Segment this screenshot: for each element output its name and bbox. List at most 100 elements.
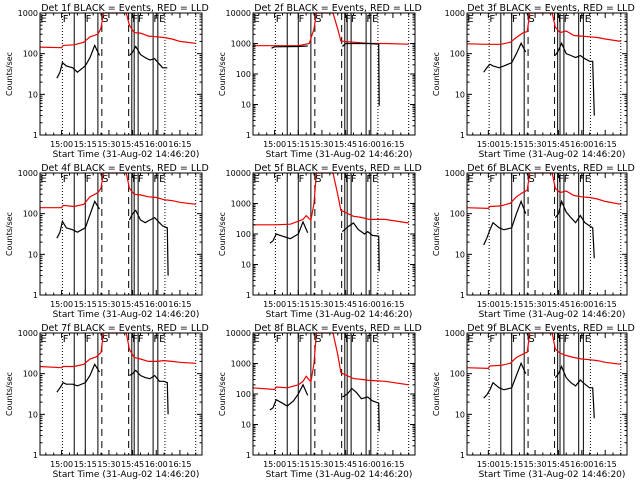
event-letter: F (299, 174, 305, 185)
x-tick-label: 15:45 (334, 140, 357, 149)
x-axis-label: Start Time (31-Aug-02 14:46:20) (266, 150, 413, 160)
event-letter: FE (579, 174, 591, 185)
x-tick-label: 15:15 (74, 140, 97, 149)
x-tick-label: 16:00 (358, 300, 381, 309)
event-letter: FE (153, 14, 165, 25)
x-tick-label: 16:15 (381, 140, 404, 149)
event-letter: S (102, 334, 108, 345)
y-tick-label: 1000 (445, 329, 465, 338)
y-tick-label: 10 (455, 410, 465, 419)
event-letter: E (253, 14, 259, 25)
x-tick-label: 15:45 (334, 300, 357, 309)
y-tick-label: 1 (460, 131, 465, 140)
events-series (56, 200, 169, 276)
y-tick-label: 100 (236, 70, 251, 79)
y-tick-label: 1000 (445, 9, 465, 18)
event-letter: F (299, 14, 305, 25)
events-series (483, 41, 595, 116)
y-tick-label: 10000 (226, 169, 251, 178)
x-tick-label: 16:15 (381, 300, 404, 309)
event-letter: FE (579, 14, 591, 25)
event-letter: FF (345, 174, 357, 185)
y-tick-label: 100 (236, 390, 251, 399)
y-tick-label: 10000 (226, 9, 251, 18)
event-letter: F (489, 14, 495, 25)
event-letter: FF (558, 14, 570, 25)
y-tick-label: 10 (28, 90, 38, 99)
event-letter: E (467, 14, 473, 25)
x-tick-label: 15:00 (50, 140, 73, 149)
y-tick-label: 1000 (231, 360, 251, 369)
x-tick-label: 15:15 (287, 140, 310, 149)
events-series (269, 383, 380, 432)
event-letter: FF (132, 334, 144, 345)
event-letter: S (102, 174, 108, 185)
event-letter: F (86, 334, 92, 345)
x-tick-label: 15:30 (310, 140, 333, 149)
x-tick-label: 15:30 (310, 300, 333, 309)
event-letter: F (299, 334, 305, 345)
y-axis-label: Counts/sec (218, 52, 227, 96)
y-tick-label: 1 (246, 131, 251, 140)
event-letter: S (102, 14, 108, 25)
event-letter: FF (345, 334, 357, 345)
panel-title: Det 2f BLACK = Events, RED = LLD (254, 3, 422, 14)
x-tick-label: 15:15 (74, 300, 97, 309)
axes-frame (252, 332, 416, 456)
x-tick-label: 15:30 (97, 140, 120, 149)
panel-title: Det 1f BLACK = Events, RED = LLD (41, 3, 209, 14)
x-tick-label: 15:30 (524, 300, 547, 309)
y-tick-label: 1000 (18, 329, 38, 338)
x-tick-label: 15:00 (50, 460, 73, 469)
event-letter: E (253, 334, 259, 345)
x-axis-label: Start Time (31-Aug-02 14:46:20) (53, 470, 200, 480)
x-tick-label: 16:00 (570, 460, 593, 469)
lld-series (466, 12, 621, 45)
x-tick-label: 15:15 (287, 300, 310, 309)
axes-frame (466, 332, 628, 456)
y-axis-label: Counts/sec (218, 212, 227, 256)
y-tick-label: 1 (460, 291, 465, 300)
y-tick-label: 100 (23, 50, 38, 59)
y-tick-label: 100 (450, 50, 465, 59)
event-letter: F (276, 14, 282, 25)
events-series (269, 220, 380, 272)
x-tick-label: 16:15 (594, 460, 617, 469)
event-letter: FF (558, 174, 570, 185)
panel-title: Det 9f BLACK = Events, RED = LLD (467, 323, 635, 334)
x-tick-label: 15:00 (50, 300, 73, 309)
event-letter: F (489, 174, 495, 185)
event-letter: FE (153, 174, 165, 185)
x-tick-label: 15:45 (547, 460, 570, 469)
axes-frame (39, 172, 203, 296)
x-tick-label: 16:00 (570, 140, 593, 149)
event-letter: FE (366, 174, 378, 185)
y-tick-label: 100 (23, 210, 38, 219)
x-axis-label: Start Time (31-Aug-02 14:46:20) (479, 150, 626, 160)
x-tick-label: 16:15 (168, 140, 191, 149)
y-axis-label: Counts/sec (5, 212, 14, 256)
y-axis-label: Counts/sec (432, 52, 441, 96)
y-axis-label: Counts/sec (5, 52, 14, 96)
axes-frame (39, 332, 203, 456)
x-axis-label: Start Time (31-Aug-02 14:46:20) (53, 310, 200, 320)
panel-title: Det 3f BLACK = Events, RED = LLD (467, 3, 635, 14)
axes-frame (466, 172, 628, 296)
x-tick-label: 15:45 (547, 300, 570, 309)
x-tick-label: 16:15 (381, 460, 404, 469)
y-tick-label: 1000 (231, 200, 251, 209)
x-tick-label: 15:15 (500, 460, 523, 469)
x-axis-label: Start Time (31-Aug-02 14:46:20) (53, 150, 200, 160)
y-tick-label: 1 (33, 451, 38, 460)
axes-frame (466, 12, 628, 136)
x-tick-label: 16:15 (168, 300, 191, 309)
x-axis-label: Start Time (31-Aug-02 14:46:20) (479, 310, 626, 320)
event-letter: FF (132, 174, 144, 185)
x-tick-label: 15:00 (263, 300, 286, 309)
y-tick-label: 1000 (18, 169, 38, 178)
x-tick-label: 15:00 (477, 300, 500, 309)
